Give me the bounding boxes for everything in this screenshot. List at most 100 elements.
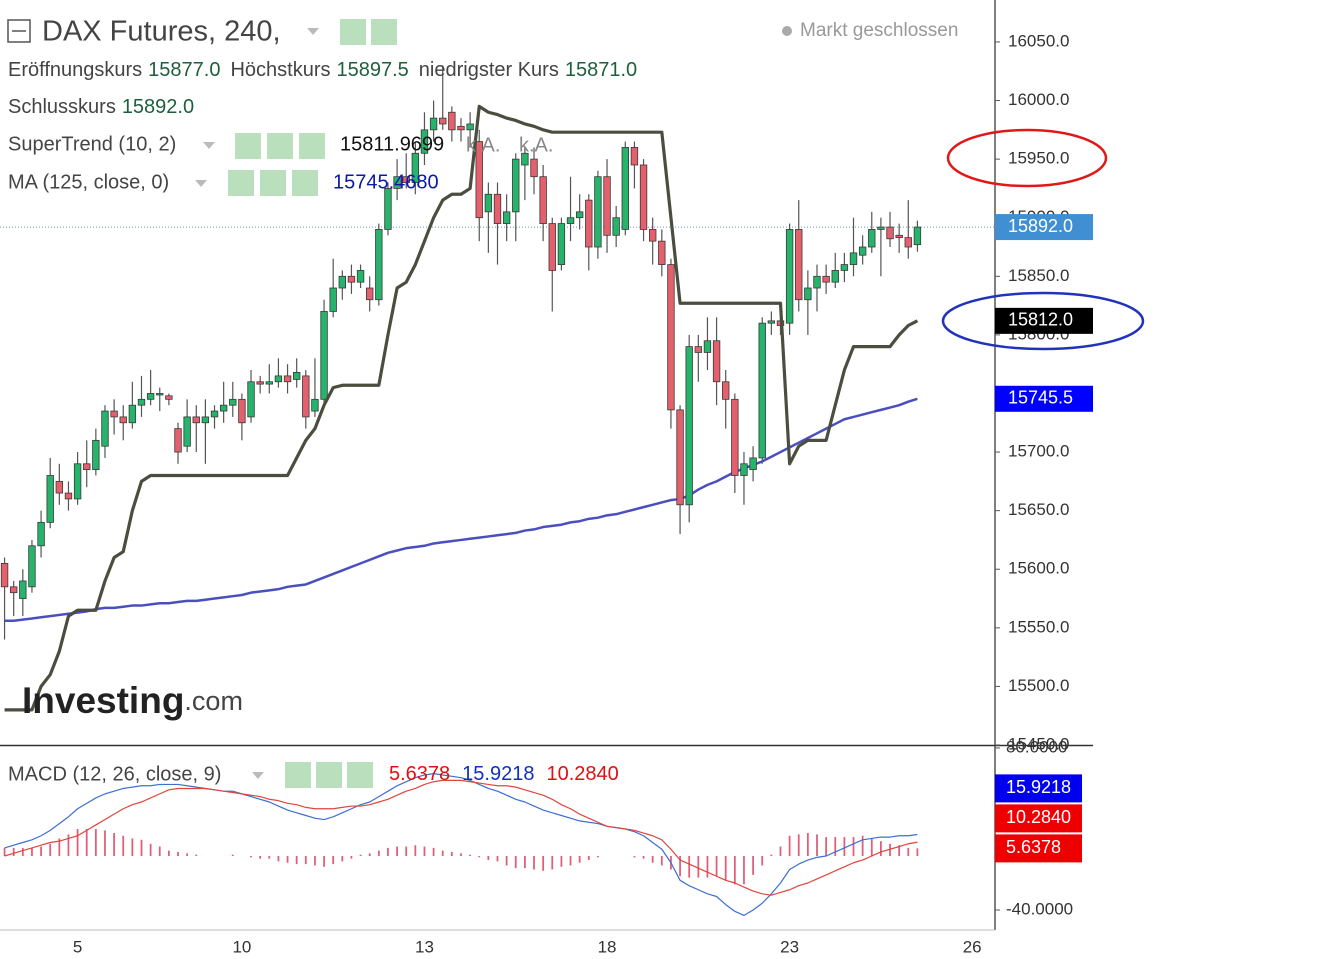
candle-body [822,275,830,283]
candle-body [165,395,173,400]
y-tick-label: 16050.0 [1008,31,1069,50]
candle-body [639,164,648,230]
candle-body [110,410,118,418]
remove-button[interactable] [292,170,318,196]
candle-body [703,340,712,353]
candle-body [92,439,100,471]
candle-body [831,270,839,283]
candle-body [283,375,292,383]
dropdown[interactable] [203,142,215,149]
candle-body [648,229,657,242]
candle-body [749,457,757,471]
candle-body [311,398,319,412]
y-tick-label: 16000.0 [1008,90,1069,109]
candle-body [384,188,392,230]
y-tick-label: 15950.0 [1008,149,1069,168]
candle-body [466,123,474,131]
candle-body [795,229,803,301]
remove-button[interactable] [299,133,325,159]
indicator-value: 15811.9699 [340,133,444,155]
candle-body [603,176,611,236]
candle-body [484,193,493,213]
watermark: Investing.com [22,680,243,721]
candle-body [420,129,429,154]
candle-body [146,393,155,400]
y-tick-label: 15450.0 [1008,734,1069,753]
indicator-badge [995,804,1082,833]
legend-value: 15871.0 [565,59,637,81]
candle-body [19,580,27,599]
candle-body [512,158,520,213]
candle-body [694,346,703,353]
candle-body [46,475,54,523]
indicator-badge-label: 5.6378 [1006,837,1061,857]
dropdown[interactable] [195,180,207,187]
candle-body [530,158,538,178]
supertrend-line [4,104,919,712]
candle-body [767,320,776,324]
price-badge-label: 15812.0 [1008,310,1073,330]
candle-body [621,147,629,230]
eye-button[interactable] [228,170,254,196]
x-tick-label: 13 [415,937,434,956]
candle-body [219,404,228,412]
eye-button[interactable] [340,19,366,45]
candle-body [256,381,264,385]
candle-body [557,223,566,265]
x-tick-label: 26 [963,937,982,956]
remove-button[interactable] [347,762,373,788]
candle-body [521,152,529,166]
candle-body [804,287,812,301]
legend-value: 15.9218 [462,763,534,785]
legend-label: Schlusskurs [8,96,116,118]
y-tick-label: 15850.0 [1008,266,1069,285]
candle-body [658,240,666,265]
settings-button[interactable] [371,19,397,45]
candle-body [356,270,365,283]
price-legend: Schlusskurs 15892.0 [8,96,194,118]
eye-button[interactable] [235,133,261,159]
signal-line [4,779,918,896]
candle-body [10,586,18,594]
candle-body [101,410,109,447]
legend-value: 15897.5 [336,59,408,81]
annotation-ellipse [941,291,1145,351]
eye-button[interactable] [285,762,311,788]
dropdown[interactable] [252,772,264,779]
candle-body [913,226,922,246]
candle-body [119,416,127,424]
settings-button[interactable] [260,170,286,196]
candle-body [439,117,447,125]
candle-body [338,275,347,289]
candle-body [758,322,766,459]
candle-body [347,275,356,283]
price-badge [995,214,1093,241]
candle-body [238,398,246,424]
settings-button[interactable] [316,762,342,788]
x-tick-label: 23 [780,937,799,956]
candle-body [475,141,483,219]
candle-body [229,398,237,406]
candle-body [393,176,401,189]
candle-body [612,217,620,236]
candle-body [156,393,164,396]
candle-body [302,375,310,418]
collapse-button[interactable] [7,19,31,43]
price-badge-label: 15892.0 [1008,216,1073,236]
candle-body [895,234,903,239]
y-tick-label: 15600.0 [1008,559,1069,578]
annotation-ellipse [946,128,1108,188]
macd-panel [3,773,919,917]
candle-body [575,211,584,219]
candle-body [411,152,420,183]
candle-body [849,252,858,265]
candle-body [731,398,739,476]
candle-body [55,480,64,494]
candle-body [247,381,255,418]
candle-body [813,275,821,289]
dropdown[interactable] [307,28,319,35]
candle-body [539,176,547,224]
candle-body [366,287,374,301]
settings-button[interactable] [267,133,293,159]
